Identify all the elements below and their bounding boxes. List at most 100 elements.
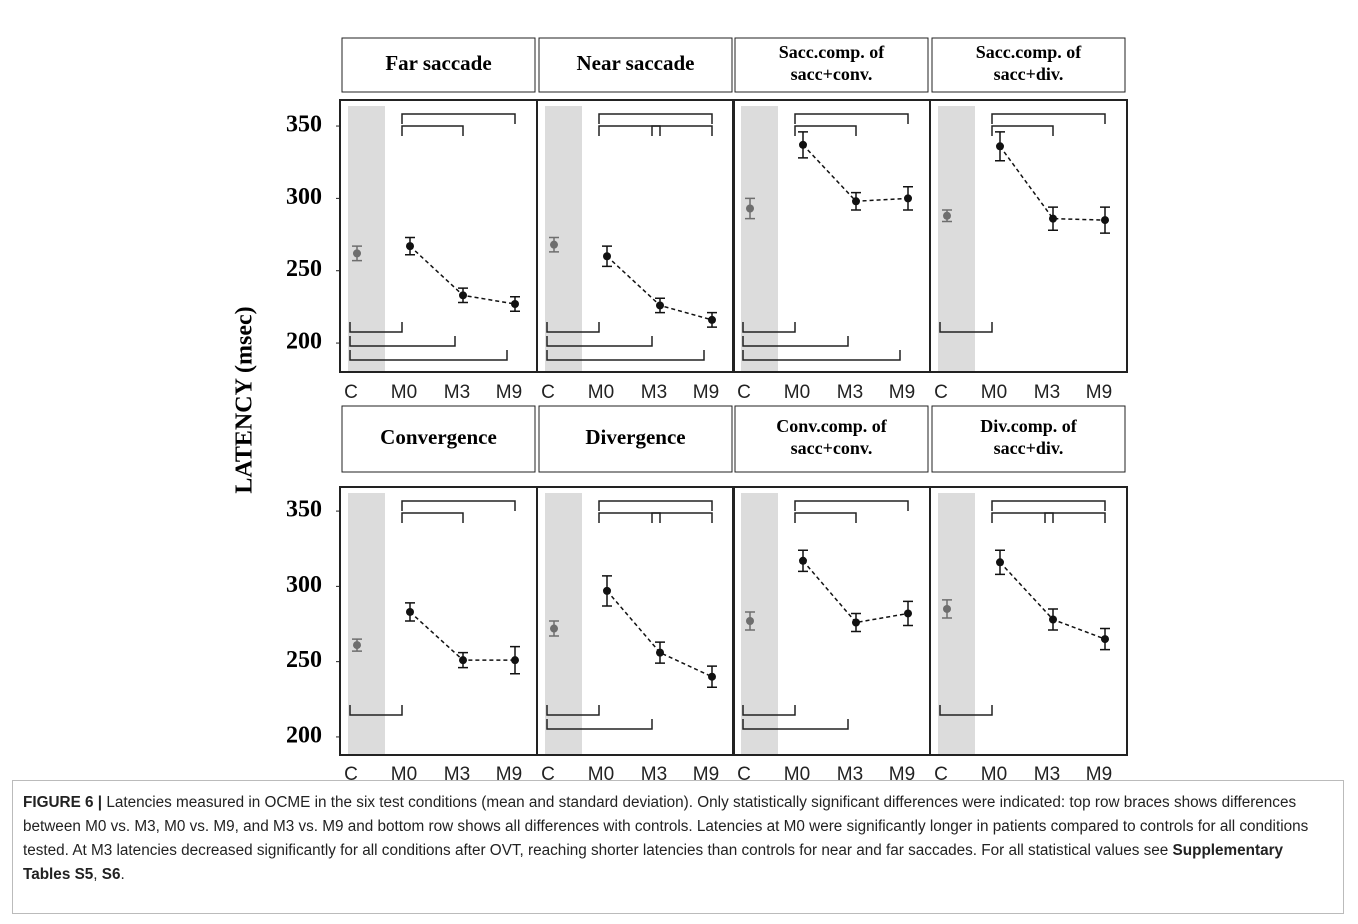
x-tick-label: M0 [784, 382, 810, 403]
data-point [996, 142, 1004, 151]
data-point [996, 558, 1004, 567]
data-point [406, 607, 414, 616]
title-box [931, 405, 1126, 473]
data-point [550, 624, 558, 633]
control-shade [348, 493, 385, 755]
panel-title: Sacc.comp. of [976, 42, 1082, 62]
title-box [734, 405, 929, 473]
significance-bracket [546, 336, 653, 347]
significance-bracket [349, 705, 403, 716]
significance-bracket [939, 322, 993, 333]
title-box [734, 37, 929, 93]
x-tick-label: M3 [837, 764, 863, 780]
significance-bracket [742, 350, 901, 361]
control-shade [741, 106, 778, 372]
x-tick-label: M0 [391, 764, 417, 780]
data-point [656, 301, 664, 310]
significance-bracket [991, 500, 1106, 511]
significance-bracket [546, 705, 600, 716]
x-tick-label: M0 [588, 382, 614, 403]
x-tick-label: M0 [981, 382, 1007, 403]
panel-frame [929, 99, 1128, 373]
significance-bracket [598, 113, 713, 124]
control-shade [938, 106, 975, 372]
caption-text: Latencies measured in OCME in the six te… [23, 794, 1309, 859]
panel-frame [929, 486, 1128, 756]
significance-bracket [401, 125, 464, 136]
panel-title: Div.comp. of [980, 416, 1078, 436]
significance-bracket [349, 350, 508, 361]
y-tick-label: 200 [286, 722, 322, 748]
significance-bracket [546, 322, 600, 333]
panel-title: Divergence [585, 425, 685, 449]
panel-title: Near saccade [577, 51, 695, 75]
significance-bracket [598, 125, 661, 136]
x-tick-label: M3 [1034, 764, 1060, 780]
data-point [1049, 615, 1057, 624]
x-tick-label: M9 [889, 382, 915, 403]
data-point [1049, 214, 1057, 223]
data-point [943, 211, 951, 220]
y-axis-label: LATENCY (msec) [232, 306, 258, 493]
significance-bracket [349, 322, 403, 333]
x-tick-label: M3 [641, 382, 667, 403]
data-point [459, 656, 467, 665]
x-tick-label: M3 [444, 764, 470, 780]
data-point [708, 672, 716, 681]
title-box [538, 37, 733, 93]
x-tick-label: M9 [693, 382, 719, 403]
significance-bracket [546, 719, 653, 730]
y-tick-label: 350 [286, 112, 322, 138]
x-tick-label: M9 [1086, 764, 1112, 780]
data-point [459, 291, 467, 300]
data-point [1101, 216, 1109, 225]
significance-bracket [1044, 512, 1106, 523]
panel-title: Sacc.comp. of [779, 42, 885, 62]
caption-text: . [120, 866, 125, 883]
panel-title: Far saccade [385, 51, 491, 75]
x-tick-label: C [541, 382, 555, 403]
x-tick-label: M0 [784, 764, 810, 780]
significance-bracket [651, 125, 713, 136]
caption-ref: Supplementary Tables S5 [23, 842, 1284, 883]
caption-label: FIGURE 6 | [23, 794, 103, 811]
y-tick-label: 200 [286, 329, 322, 355]
data-point [550, 240, 558, 249]
y-tick-label: 350 [286, 497, 322, 523]
significance-bracket [401, 512, 464, 523]
panel-title: sacc+div. [994, 64, 1064, 84]
x-tick-label: M3 [444, 382, 470, 403]
data-point [511, 300, 519, 308]
x-tick-label: M9 [496, 764, 522, 780]
significance-bracket [742, 336, 849, 347]
significance-bracket [742, 322, 796, 333]
data-point [511, 656, 519, 665]
y-tick-label: 250 [286, 647, 322, 673]
data-point [746, 617, 754, 625]
data-point [603, 252, 611, 261]
x-tick-label: M0 [588, 764, 614, 780]
x-tick-label: C [934, 764, 948, 780]
control-shade [741, 493, 778, 755]
x-tick-label: C [737, 382, 751, 403]
panel-title: Convergence [380, 425, 497, 449]
data-point [603, 586, 611, 595]
x-tick-label: C [737, 764, 751, 780]
series-line [606, 590, 713, 678]
significance-bracket [742, 719, 849, 730]
x-tick-label: C [344, 382, 358, 403]
panel-title: Conv.comp. of [776, 416, 888, 436]
x-tick-label: M9 [889, 764, 915, 780]
data-point [852, 197, 860, 206]
x-tick-label: M0 [981, 764, 1007, 780]
significance-bracket [598, 512, 661, 523]
x-tick-label: M9 [693, 764, 719, 780]
significance-bracket [742, 705, 796, 716]
significance-bracket [401, 500, 516, 511]
title-box [931, 37, 1126, 93]
significance-bracket [651, 512, 713, 523]
series-line [999, 145, 1106, 221]
significance-bracket [939, 705, 993, 716]
significance-bracket [598, 500, 713, 511]
